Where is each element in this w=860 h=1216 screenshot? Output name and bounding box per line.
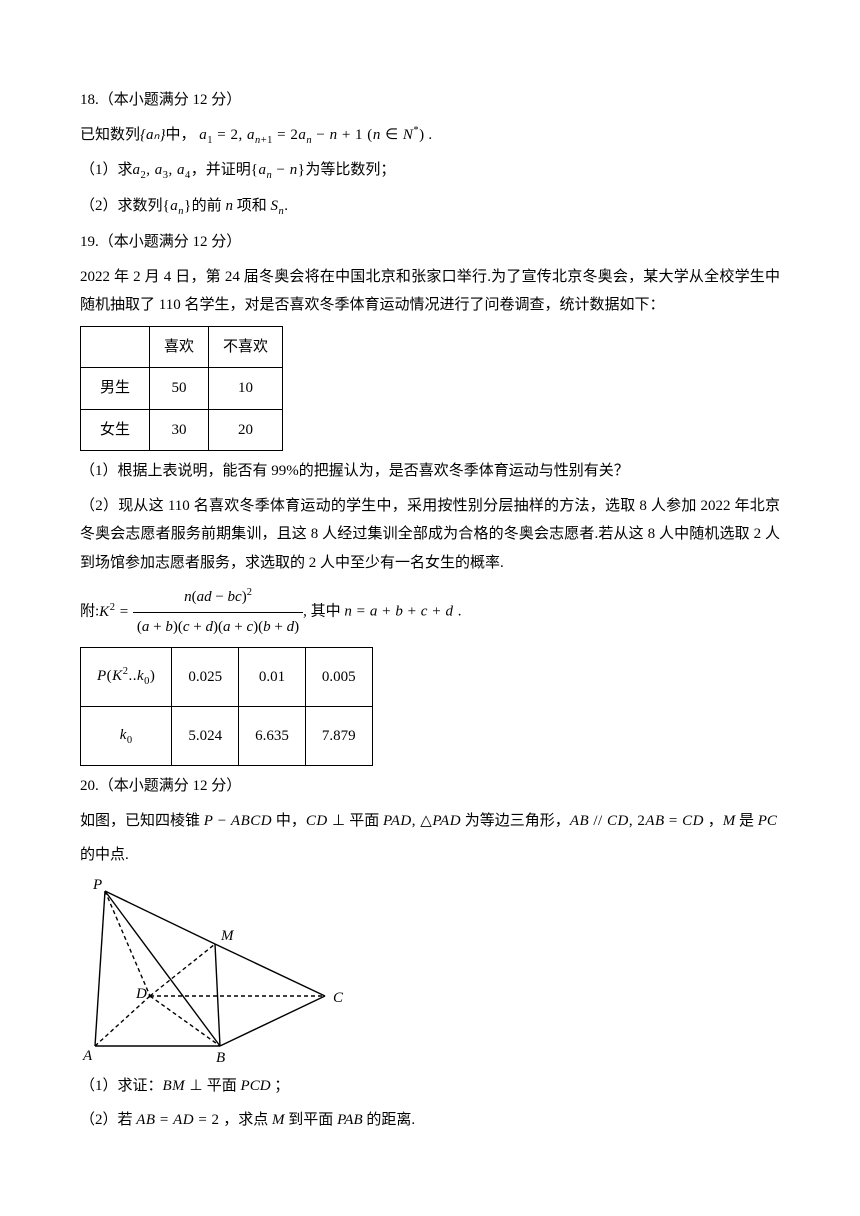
svg-text:P: P	[92, 877, 102, 893]
text: 为等边三角形，	[465, 813, 570, 829]
q20-part1: （1）求证：BM ⊥ 平面 PCD ；	[80, 1072, 780, 1101]
cell: 20	[209, 409, 283, 451]
svg-text:D: D	[135, 986, 147, 1002]
m: M	[723, 813, 736, 829]
cell	[81, 326, 150, 368]
text: ，求点	[223, 1112, 268, 1128]
q18-header: 18.（本小题满分 12 分）	[80, 86, 780, 115]
text: 项和	[237, 198, 267, 214]
text: 是	[739, 813, 754, 829]
text: 到平面	[288, 1112, 333, 1128]
q20-header: 20.（本小题满分 12 分）	[80, 772, 780, 801]
pc: PC	[758, 813, 777, 829]
text: 如图，已知四棱锥	[80, 813, 200, 829]
cell: 50	[150, 368, 209, 410]
svg-text:A: A	[82, 1048, 93, 1064]
q19-part1: （1）根据上表说明，能否有 99%的把握认为，是否喜欢冬季体育运动与性别有关？	[80, 457, 780, 486]
pcd: PCD	[241, 1078, 271, 1094]
cell: 0.01	[239, 648, 306, 707]
n: n	[225, 198, 233, 214]
text: 中，	[276, 813, 306, 829]
table-row: P(K2..k0) 0.025 0.01 0.005	[81, 648, 373, 707]
appendix-label: 附:	[80, 604, 99, 620]
text: 的前	[192, 198, 222, 214]
cell: 男生	[81, 368, 150, 410]
text: 的距离.	[366, 1112, 415, 1128]
text: ；	[274, 1078, 289, 1094]
text: （2）求数列	[80, 198, 163, 214]
text: 平面	[207, 1078, 237, 1094]
svg-text:B: B	[216, 1050, 225, 1066]
cell: 7.879	[305, 707, 372, 766]
table-row: 男生 50 10	[81, 368, 283, 410]
q19-appendix: 附:K2 = n(ad − bc)2 (a + b)(c + d)(a + c)…	[80, 583, 780, 641]
q19-table1: 喜欢 不喜欢 男生 50 10 女生 30 20	[80, 326, 283, 452]
q18-part1: （1）求a2, a3, a4，并证明{an − n}为等比数列；	[80, 156, 780, 186]
cell: 不喜欢	[209, 326, 283, 368]
m2: M	[272, 1112, 285, 1128]
text: （1）求证：	[80, 1078, 163, 1094]
q19-part2: （2）现从这 110 名喜欢冬季体育运动的学生中，采用按性别分层抽样的方法，选取…	[80, 492, 780, 578]
table-row: k0 5.024 6.635 7.879	[81, 707, 373, 766]
q20-figure: P A B C D M	[80, 876, 350, 1066]
cell: 0.025	[172, 648, 239, 707]
text: （1）求	[80, 162, 133, 178]
table-row: 女生 30 20	[81, 409, 283, 451]
text: 平面	[349, 813, 379, 829]
cell: 女生	[81, 409, 150, 451]
cell: 5.024	[172, 707, 239, 766]
q18-part2: （2）求数列{an}的前 n 项和 Sn.	[80, 192, 780, 222]
cell: 30	[150, 409, 209, 451]
svg-text:C: C	[333, 990, 344, 1006]
svg-text:M: M	[220, 928, 235, 944]
text: 已知数列	[80, 127, 140, 143]
text: ，并证明	[191, 162, 251, 178]
text: ，	[708, 813, 723, 829]
q19-table2: P(K2..k0) 0.025 0.01 0.005 k0 5.024 6.63…	[80, 647, 373, 766]
cell: P(K2..k0)	[81, 648, 172, 707]
q18-given: 已知数列{aₙ}中， a1 = 2, an+1 = 2an − n + 1 (n…	[80, 121, 780, 151]
cell: k0	[81, 707, 172, 766]
text: .	[284, 198, 288, 214]
cell: 喜欢	[150, 326, 209, 368]
text: 为等比数列；	[305, 162, 395, 178]
text: 中，	[166, 127, 196, 143]
q20-part2: （2）若 AB = AD = 2 ，求点 M 到平面 PAB 的距离.	[80, 1106, 780, 1135]
table-row: 喜欢 不喜欢	[81, 326, 283, 368]
text: （2）若	[80, 1112, 133, 1128]
seq: {aₙ}	[140, 127, 165, 143]
pab: PAB	[337, 1112, 363, 1128]
cell: 6.635	[239, 707, 306, 766]
q19-header: 19.（本小题满分 12 分）	[80, 228, 780, 257]
cell: 10	[209, 368, 283, 410]
cell: 0.005	[305, 648, 372, 707]
q20-tail: 的中点.	[80, 841, 780, 870]
q19-intro: 2022 年 2 月 4 日，第 24 届冬奥会将在中国北京和张家口举行.为了宣…	[80, 263, 780, 320]
q20-intro: 如图，已知四棱锥 P − ABCD 中，CD ⊥ 平面 PAD, △PAD 为等…	[80, 807, 780, 836]
